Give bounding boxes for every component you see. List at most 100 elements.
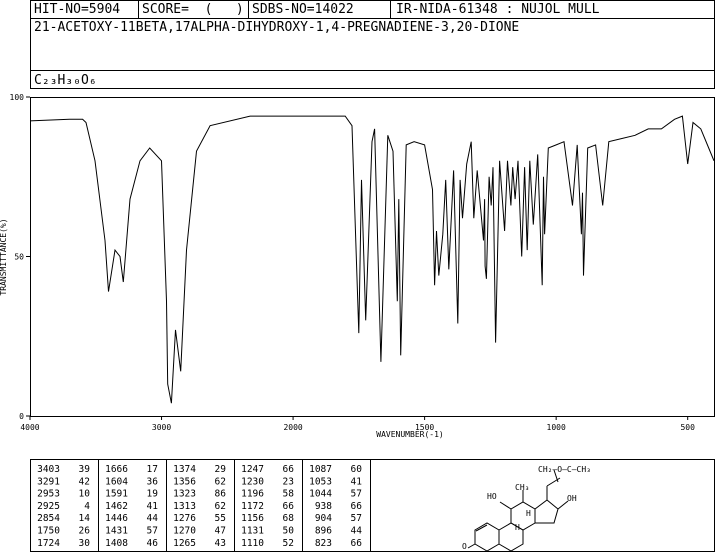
peak-transmittance: 57 bbox=[351, 513, 362, 524]
score: SCORE= ( ) bbox=[142, 2, 244, 17]
peak-transmittance: 30 bbox=[79, 538, 91, 549]
peak-wavenumber: 1230 bbox=[241, 476, 264, 487]
method: IR-NIDA-61348 : NUJOL MULL bbox=[396, 2, 600, 17]
peak-transmittance: 52 bbox=[283, 538, 294, 549]
sdbs-no: SDBS-NO=14022 bbox=[252, 2, 354, 17]
structure-label: O bbox=[462, 542, 467, 551]
peak-wavenumber: 1462 bbox=[105, 501, 128, 512]
y-tick-label: 0 bbox=[19, 412, 24, 421]
peak-transmittance: 14 bbox=[79, 513, 91, 524]
x-tick-label: 500 bbox=[680, 423, 695, 432]
formula: C₂₃H₃₀O₆ bbox=[34, 73, 97, 88]
x-tick-label: 1500 bbox=[415, 423, 434, 432]
structure-label: H bbox=[515, 523, 520, 532]
structure-label: CH₃ bbox=[515, 483, 529, 492]
peak-wavenumber: 2925 bbox=[37, 501, 60, 512]
peak-transmittance: 66 bbox=[283, 464, 295, 475]
peak-transmittance: 4 bbox=[84, 501, 90, 512]
peak-wavenumber: 1446 bbox=[105, 513, 128, 524]
y-axis-label: TRANSMITTANCE(%) bbox=[0, 218, 8, 295]
peak-wavenumber: 1156 bbox=[241, 513, 264, 524]
peak-transmittance: 62 bbox=[215, 501, 226, 512]
compound-name: 21-ACETOXY-11BETA,17ALPHA-DIHYDROXY-1,4-… bbox=[34, 20, 519, 35]
peak-wavenumber: 1196 bbox=[241, 489, 264, 500]
peak-transmittance: 29 bbox=[215, 464, 227, 475]
peak-transmittance: 41 bbox=[351, 476, 363, 487]
peak-wavenumber: 1270 bbox=[173, 526, 196, 537]
peak-wavenumber: 1591 bbox=[105, 489, 128, 500]
peak-wavenumber: 1750 bbox=[37, 526, 60, 537]
peak-wavenumber: 1172 bbox=[241, 501, 264, 512]
peak-transmittance: 23 bbox=[283, 476, 294, 487]
y-tick-label: 50 bbox=[14, 253, 24, 262]
peak-transmittance: 36 bbox=[147, 476, 159, 487]
peak-transmittance: 47 bbox=[215, 526, 226, 537]
x-tick-label: 2000 bbox=[283, 423, 302, 432]
x-tick-label: 1000 bbox=[547, 423, 566, 432]
peak-wavenumber: 1313 bbox=[173, 501, 196, 512]
plot-frame bbox=[30, 97, 715, 417]
peak-transmittance: 44 bbox=[351, 526, 363, 537]
peak-transmittance: 43 bbox=[215, 538, 226, 549]
peak-wavenumber: 1053 bbox=[309, 476, 332, 487]
peak-transmittance: 57 bbox=[351, 489, 362, 500]
peak-wavenumber: 3403 bbox=[37, 464, 60, 475]
peak-transmittance: 86 bbox=[215, 489, 227, 500]
header-frame bbox=[30, 0, 715, 89]
peak-wavenumber: 1604 bbox=[105, 476, 128, 487]
peak-wavenumber: 1247 bbox=[241, 464, 264, 475]
peak-wavenumber: 1431 bbox=[105, 526, 128, 537]
peak-wavenumber: 1666 bbox=[105, 464, 128, 475]
peak-wavenumber: 1724 bbox=[37, 538, 60, 549]
peak-wavenumber: 1408 bbox=[105, 538, 128, 549]
peak-transmittance: 55 bbox=[215, 513, 226, 524]
peak-transmittance: 39 bbox=[79, 464, 91, 475]
peak-transmittance: 68 bbox=[283, 513, 295, 524]
peak-wavenumber: 896 bbox=[315, 526, 332, 537]
peak-transmittance: 58 bbox=[283, 489, 295, 500]
peak-transmittance: 44 bbox=[147, 513, 159, 524]
peak-wavenumber: 3291 bbox=[37, 476, 60, 487]
peak-wavenumber: 1131 bbox=[241, 526, 264, 537]
peak-transmittance: 10 bbox=[79, 489, 91, 500]
peak-transmittance: 41 bbox=[147, 501, 159, 512]
peak-wavenumber: 938 bbox=[315, 501, 332, 512]
structure-label: HO bbox=[487, 492, 497, 501]
peak-table-frame bbox=[30, 459, 715, 552]
structure-label: H bbox=[526, 509, 531, 518]
peak-transmittance: 42 bbox=[79, 476, 90, 487]
peak-wavenumber: 1044 bbox=[309, 489, 332, 500]
peak-wavenumber: 1087 bbox=[309, 464, 332, 475]
peak-wavenumber: 904 bbox=[315, 513, 332, 524]
x-axis-label: WAVENUMBER(-1) bbox=[376, 430, 443, 439]
peak-transmittance: 57 bbox=[147, 526, 158, 537]
peak-wavenumber: 1356 bbox=[173, 476, 196, 487]
peak-transmittance: 60 bbox=[351, 464, 363, 475]
peak-wavenumber: 1323 bbox=[173, 489, 196, 500]
peak-transmittance: 19 bbox=[147, 489, 159, 500]
peak-wavenumber: 1110 bbox=[241, 538, 264, 549]
peak-transmittance: 26 bbox=[79, 526, 91, 537]
peak-transmittance: 66 bbox=[351, 538, 363, 549]
y-tick-label: 100 bbox=[10, 93, 25, 102]
peak-transmittance: 17 bbox=[147, 464, 158, 475]
structure-label: OH bbox=[567, 494, 577, 503]
peak-transmittance: 66 bbox=[351, 501, 363, 512]
structure bbox=[467, 469, 569, 552]
peak-wavenumber: 1265 bbox=[173, 538, 196, 549]
peak-wavenumber: 2953 bbox=[37, 489, 60, 500]
peak-transmittance: 46 bbox=[147, 538, 159, 549]
hit-no: HIT-NO=5904 bbox=[34, 2, 120, 17]
peak-wavenumber: 2854 bbox=[37, 513, 60, 524]
spectrum bbox=[29, 115, 715, 404]
peak-wavenumber: 1276 bbox=[173, 513, 196, 524]
x-tick-label: 4000 bbox=[20, 423, 39, 432]
structure-label: CH₂—O—C—CH₃ bbox=[538, 465, 591, 474]
peak-transmittance: 62 bbox=[215, 476, 226, 487]
peak-transmittance: 66 bbox=[283, 501, 295, 512]
peak-wavenumber: 1374 bbox=[173, 464, 196, 475]
peak-wavenumber: 823 bbox=[315, 538, 332, 549]
peak-transmittance: 50 bbox=[283, 526, 295, 537]
x-tick-label: 3000 bbox=[152, 423, 171, 432]
